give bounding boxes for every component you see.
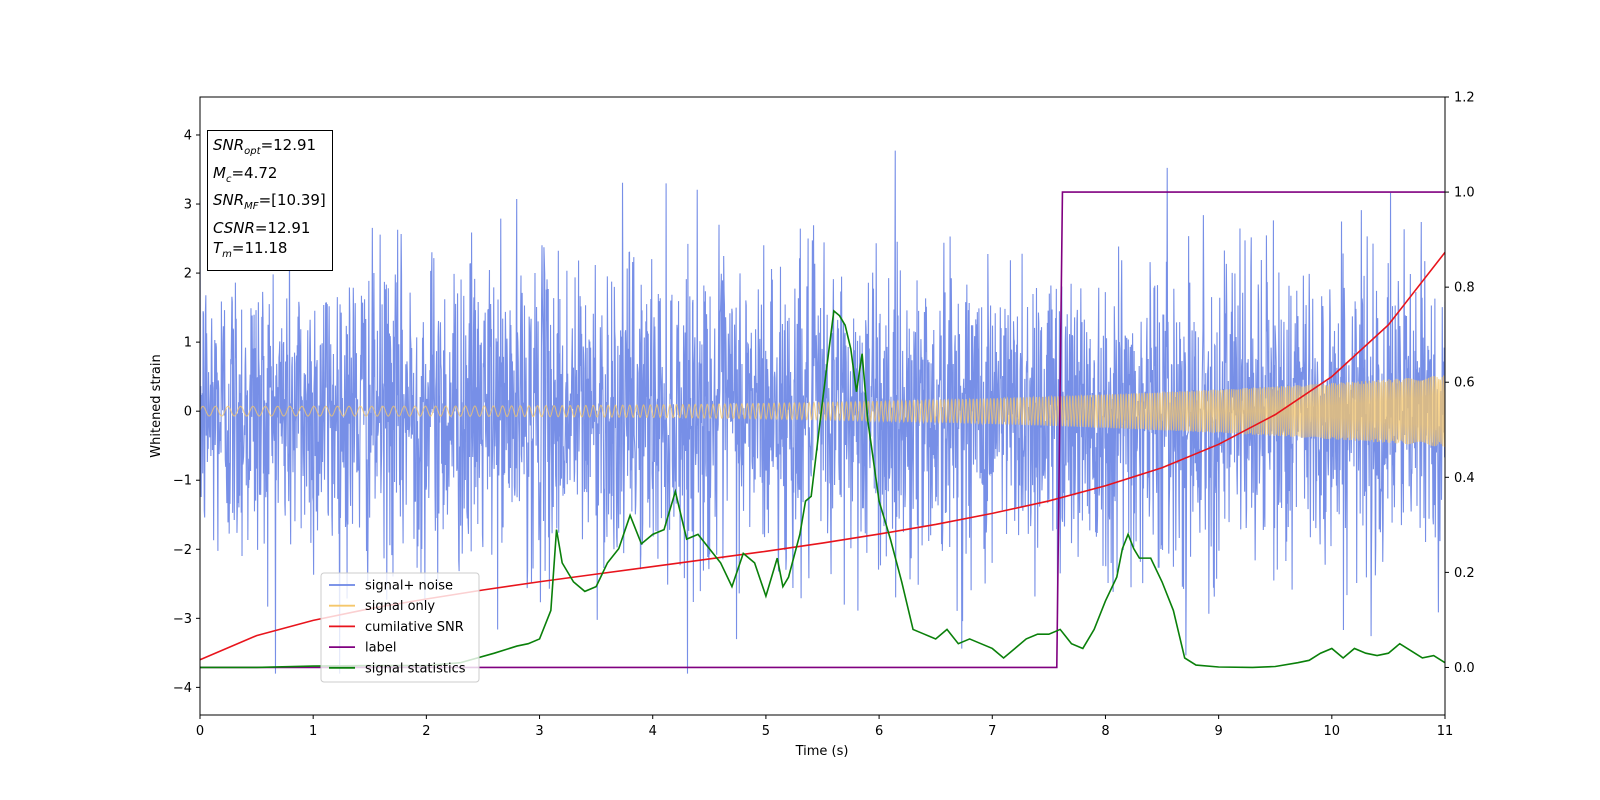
y-left-tick-label: 2 — [184, 267, 192, 282]
x-tick-label: 4 — [649, 724, 657, 739]
tm-line: Tm=11.18 — [213, 239, 288, 260]
x-tick-label: 7 — [988, 724, 996, 739]
x-tick-label: 0 — [196, 724, 204, 739]
x-tick-label: 1 — [309, 724, 317, 739]
x-tick-label: 11 — [1437, 724, 1454, 739]
plot-frame — [199, 96, 1446, 716]
series-label — [200, 191, 1445, 669]
y-left-tick-label: −2 — [173, 543, 192, 558]
y-right-tick-label: 0.6 — [1454, 376, 1475, 391]
y-right-tick-label: 0.0 — [1454, 661, 1475, 676]
x-tick-label: 9 — [1214, 724, 1222, 739]
y-left-tick-label: 4 — [184, 128, 192, 143]
legend-item-label: signal statistics — [365, 661, 466, 676]
stats-annotation-box: SNRopt=12.91 Mc=4.72 SNRMF=[10.39] CSNR=… — [207, 130, 333, 271]
snr-mf-line: SNRMF=[10.39] — [213, 191, 326, 212]
x-tick-label: 8 — [1101, 724, 1109, 739]
y-right-tick-label: 1.2 — [1454, 91, 1475, 106]
series-signal-only — [200, 375, 1445, 448]
mc-line: Mc=4.72 — [213, 163, 278, 185]
y-axis-label: Whitened strain — [149, 354, 164, 457]
x-tick-label: 2 — [422, 724, 430, 739]
x-tick-label: 3 — [535, 724, 543, 739]
y-right-tick-label: 0.8 — [1454, 281, 1475, 296]
legend-item-label: label — [365, 641, 396, 656]
y-right-tick-label: 0.2 — [1454, 566, 1475, 581]
y-left-tick-label: 3 — [184, 198, 192, 213]
x-axis-label: Time (s) — [795, 744, 849, 759]
legend-item-label: cumilative SNR — [365, 620, 464, 635]
legend: signal+ noise signal only cumilative SNR la… — [320, 572, 480, 683]
snr-opt-line: SNRopt=12.91 — [213, 136, 317, 157]
y-right-tick-label: 1.0 — [1454, 186, 1475, 201]
y-left-tick-label: −4 — [173, 681, 192, 696]
y-left-tick-label: −3 — [173, 612, 192, 627]
y-right-tick-label: 0.4 — [1454, 471, 1475, 486]
series-signal-statistics — [200, 309, 1445, 669]
legend-item-label: signal+ noise — [365, 579, 453, 594]
x-tick-label: 5 — [762, 724, 770, 739]
x-tick-label: 6 — [875, 724, 883, 739]
y-left-tick-label: 0 — [184, 405, 192, 420]
csnr-line: CSNR=12.91 — [213, 218, 311, 237]
x-tick-label: 10 — [1324, 724, 1341, 739]
legend-item-label: signal only — [365, 599, 435, 614]
legend-box — [320, 572, 480, 683]
y-left-tick-label: 1 — [184, 336, 192, 351]
series-signal-plus-noise — [200, 150, 1445, 674]
y-left-tick-label: −1 — [173, 474, 192, 489]
